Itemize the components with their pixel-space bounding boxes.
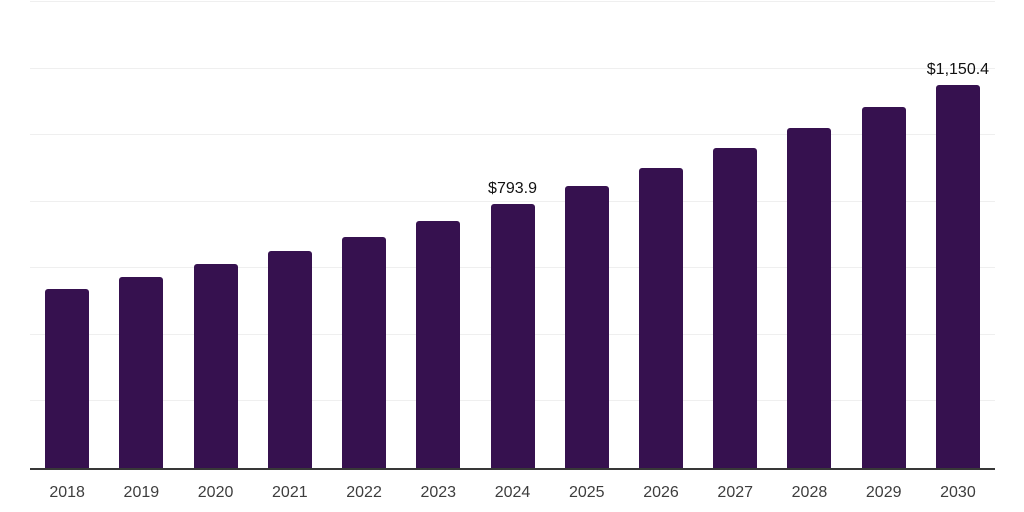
bar-value-label-2024: $793.9 bbox=[488, 179, 537, 197]
bar-2022 bbox=[342, 236, 387, 468]
x-axis-tick-labels: 2018 2019 2020 2021 2022 2023 2024 2025 2026 2027… bbox=[30, 483, 995, 503]
bar-slot-2030: $1,150.4 bbox=[921, 2, 995, 468]
x-tick-label-2029: 2029 bbox=[865, 484, 902, 501]
bar-2018 bbox=[45, 288, 90, 468]
bar-slot-2022 bbox=[327, 2, 401, 468]
bar-slot-2021 bbox=[253, 2, 327, 468]
x-tick-label-2023: 2023 bbox=[420, 484, 457, 501]
bar-value-label-2030: $1,150.4 bbox=[926, 61, 990, 79]
bar-2026 bbox=[638, 168, 683, 468]
gridline-1200 bbox=[30, 67, 995, 69]
bar-slot-2026 bbox=[624, 2, 698, 468]
bar-slot-2019 bbox=[104, 2, 178, 468]
x-tick-label-2022: 2022 bbox=[346, 484, 382, 501]
bar-2020 bbox=[193, 263, 238, 468]
bar-2029 bbox=[861, 106, 906, 468]
bar-2021 bbox=[267, 251, 312, 468]
bar-2030: $1,150.4 bbox=[927, 62, 989, 468]
plot-area: $793.9 $1,150.4 bbox=[30, 1, 995, 468]
x-tick-label-2027: 2027 bbox=[717, 484, 754, 501]
gridline-800 bbox=[30, 200, 995, 202]
x-tick-label-2020: 2020 bbox=[197, 484, 234, 501]
bar-slot-2024: $793.9 bbox=[475, 2, 549, 468]
bar-2028 bbox=[787, 128, 832, 468]
bar-slot-2028 bbox=[772, 2, 846, 468]
bar-2025 bbox=[564, 186, 609, 468]
gridline-1000 bbox=[30, 134, 995, 136]
bar-2024: $793.9 bbox=[488, 180, 537, 468]
x-tick-label-2019: 2019 bbox=[123, 484, 160, 501]
bars-row: $793.9 $1,150.4 bbox=[30, 2, 995, 468]
x-tick-label-2024: 2024 bbox=[494, 484, 531, 501]
bar-slot-2023 bbox=[401, 2, 475, 468]
bar-2023 bbox=[416, 220, 461, 468]
bar-slot-2020 bbox=[178, 2, 252, 468]
x-tick-label-2021: 2021 bbox=[272, 484, 308, 501]
x-axis-line bbox=[30, 468, 995, 470]
bar-2019 bbox=[119, 276, 164, 468]
bar-slot-2027 bbox=[698, 2, 772, 468]
bar-slot-2025 bbox=[550, 2, 624, 468]
x-tick-label-2018: 2018 bbox=[49, 484, 85, 501]
x-tick-label-2025: 2025 bbox=[568, 484, 605, 501]
bar-slot-2029 bbox=[847, 2, 921, 468]
x-tick-label-2026: 2026 bbox=[643, 484, 679, 501]
bar-2027 bbox=[713, 148, 758, 468]
gridline-1400 bbox=[30, 1, 995, 2]
x-tick-label-2028: 2028 bbox=[791, 484, 828, 501]
x-tick-label-2030: 2030 bbox=[940, 484, 976, 501]
bar-slot-2018 bbox=[30, 2, 104, 468]
